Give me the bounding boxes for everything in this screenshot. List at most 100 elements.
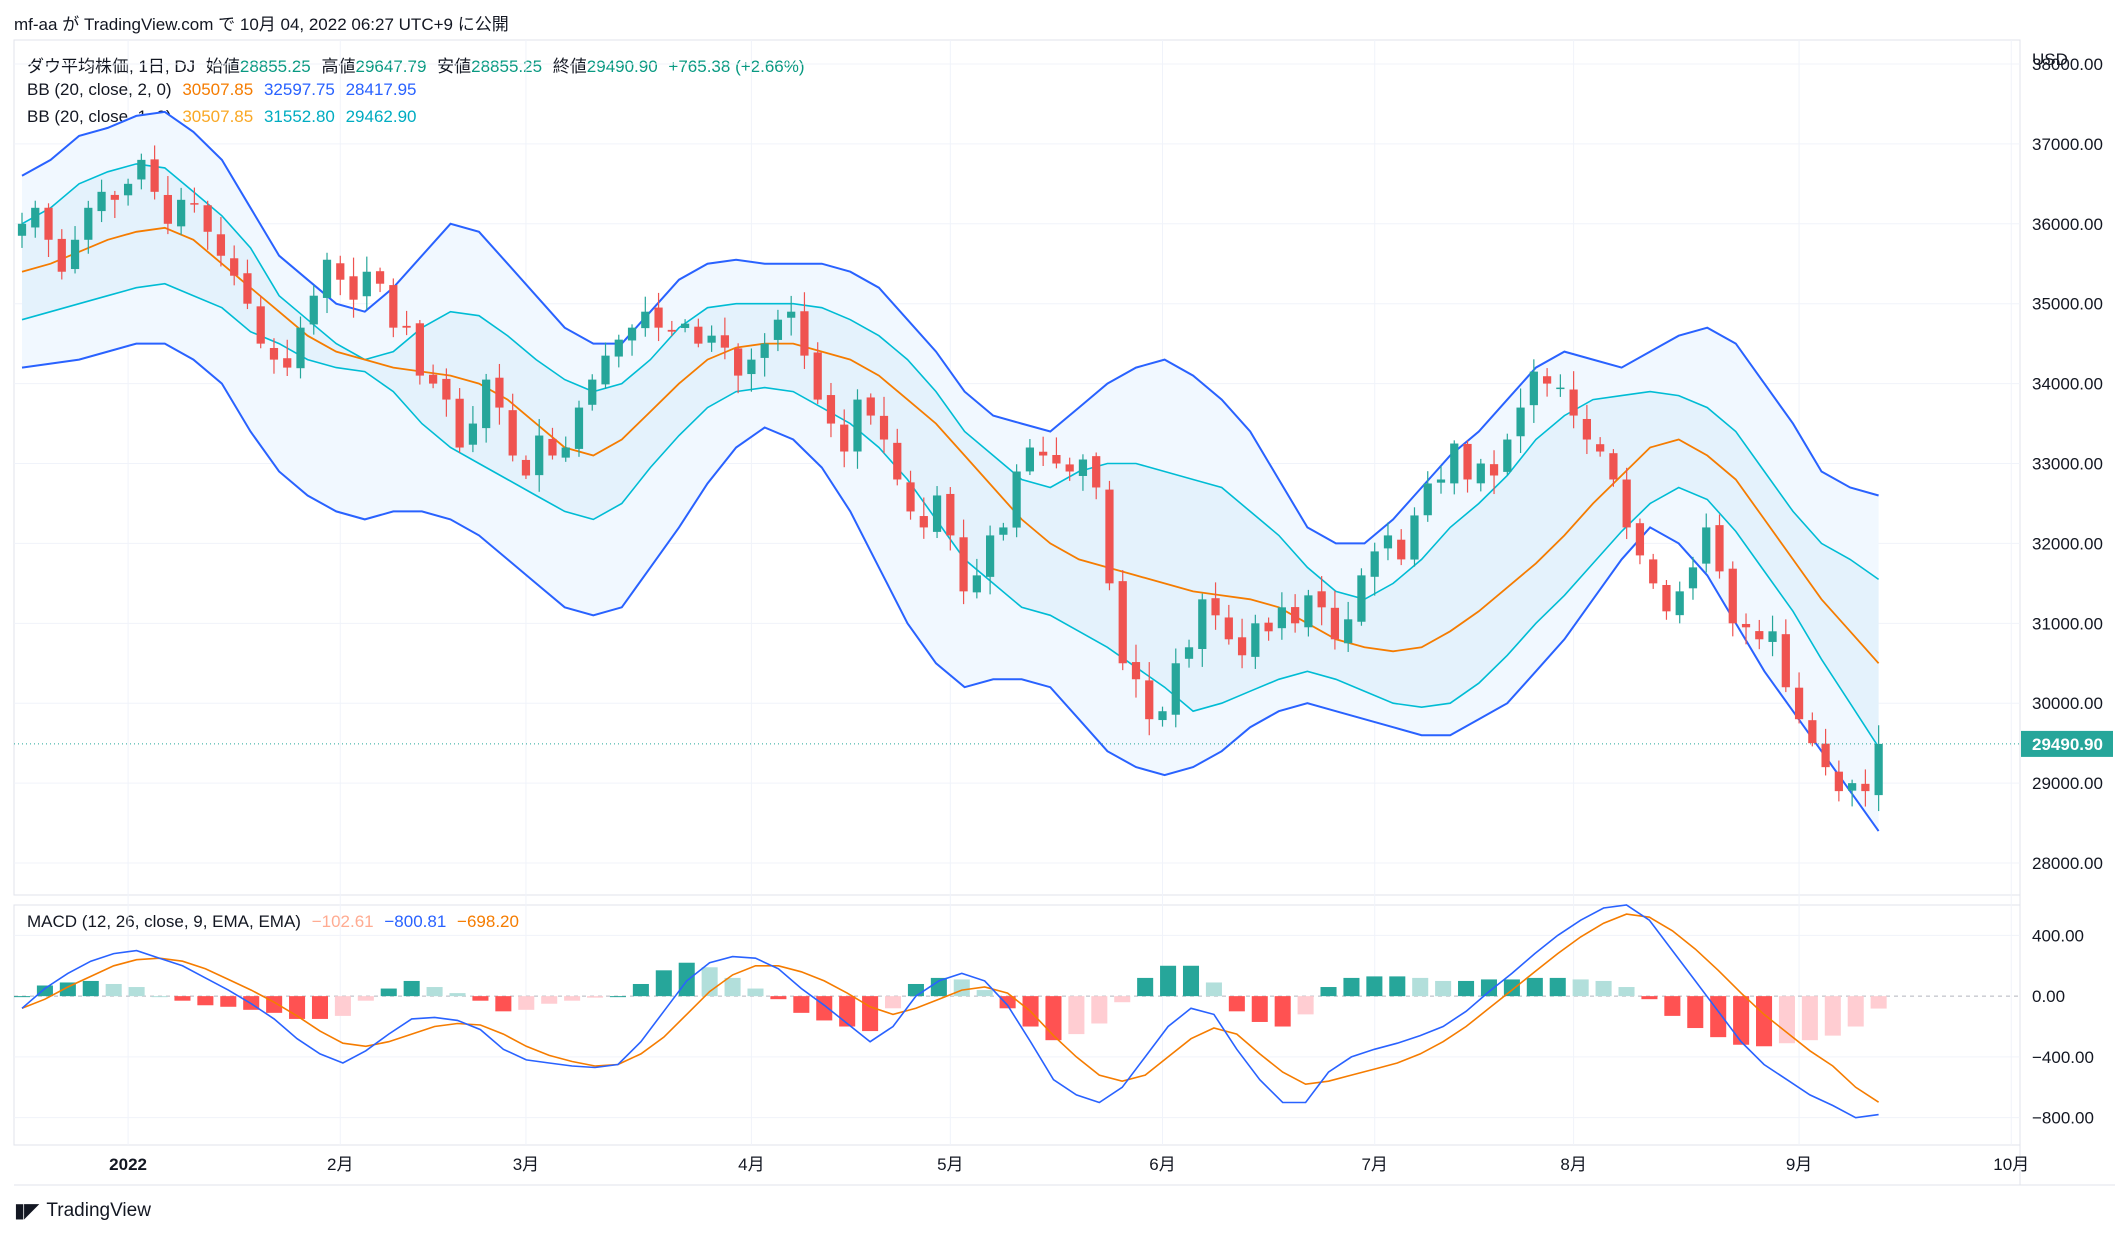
candle: [1596, 437, 1605, 457]
site-name[interactable]: TradingView.com: [83, 15, 214, 34]
candle-body: [893, 442, 902, 480]
candle: [813, 342, 822, 404]
bb1-lower: 29462.90: [345, 107, 417, 126]
candle: [482, 373, 491, 443]
candle-body: [1834, 771, 1843, 792]
candle: [1702, 513, 1711, 573]
candle-body: [641, 311, 650, 329]
bb-outer-upper-line: [21, 110, 1879, 545]
candle-body: [720, 335, 729, 348]
candle-body: [163, 194, 172, 224]
macd-histogram-bar: [1228, 996, 1245, 1012]
bb2-legend[interactable]: BB (20, close, 2, 0) 30507.85 32597.75 2…: [27, 80, 423, 100]
macd-histogram-bar: [1572, 979, 1589, 997]
footer-brand[interactable]: ▮◤ TradingView: [14, 1198, 151, 1223]
symbol-title[interactable]: ダウ平均株価, 1日, DJ: [27, 57, 196, 76]
candle: [336, 255, 345, 296]
macd-signal-value: −698.20: [457, 912, 519, 931]
macd-histogram-bar: [816, 996, 833, 1021]
candle: [150, 145, 159, 200]
macd-histogram-bar: [1847, 996, 1864, 1027]
candle-body: [256, 306, 265, 344]
candle-body: [123, 183, 133, 196]
macd-histogram-bar: [1137, 977, 1154, 997]
candle-body: [1675, 591, 1684, 616]
candle-body: [17, 223, 27, 236]
macd-histogram-bar: [884, 996, 902, 1009]
candle-body: [999, 527, 1008, 535]
high-value: 29647.79: [355, 57, 427, 76]
macd-histogram-bar: [128, 987, 145, 997]
candle-body: [1622, 479, 1631, 528]
candle-body: [97, 191, 106, 212]
macd-histogram-bar: [930, 977, 947, 997]
publish-datetime: 10月 04, 2022 06:27 UTC+9: [239, 15, 453, 34]
candle-body: [1065, 464, 1074, 472]
macd-histogram-bar: [1710, 996, 1727, 1038]
candle: [840, 409, 849, 468]
macd-histogram-bar: [976, 990, 993, 997]
macd-tick-label: −400.00: [2032, 1048, 2094, 1067]
time-tick-label: 10月: [1993, 1155, 2029, 1174]
candle-body: [230, 258, 239, 276]
time-tick-label: 9月: [1786, 1155, 1812, 1174]
candle: [468, 406, 478, 453]
candle: [1861, 769, 1870, 807]
macd-histogram-bar: [1366, 976, 1383, 997]
macd-legend[interactable]: MACD (12, 26, close, 9, EMA, EMA) −102.6…: [27, 912, 525, 932]
candle: [70, 226, 80, 274]
candle-body: [1848, 783, 1857, 791]
macd-tick-label: 0.00: [2032, 987, 2065, 1006]
macd-histogram-bar: [1824, 996, 1841, 1036]
bb-inner-upper-line: [21, 163, 1880, 601]
time-tick-label: 2022: [109, 1155, 147, 1174]
bb-inner-fill: [22, 163, 1879, 748]
macd-histogram-bar: [1091, 996, 1108, 1024]
candle: [190, 187, 199, 213]
candle: [1039, 436, 1048, 467]
candle: [1834, 760, 1843, 802]
candle: [1224, 604, 1233, 645]
macd-signal-line: [21, 913, 1880, 1103]
price-tick-label: 28000.00: [2032, 854, 2103, 873]
candle: [1622, 467, 1631, 540]
candle-body: [402, 325, 411, 328]
candle: [243, 259, 252, 310]
candle-body: [1569, 389, 1578, 416]
candle-body: [1171, 663, 1180, 715]
candle-body: [1808, 720, 1817, 744]
candle-body: [680, 323, 690, 329]
macd-histogram-bar: [1389, 976, 1406, 997]
macd-histogram-bar: [174, 996, 191, 1001]
candle: [1078, 454, 1088, 491]
author-name[interactable]: mf-aa: [14, 15, 58, 34]
candle: [535, 419, 544, 492]
candle: [230, 245, 239, 286]
candle: [680, 319, 690, 333]
candle-body: [1861, 783, 1870, 792]
candle: [561, 436, 570, 462]
candle: [203, 200, 212, 250]
candle: [694, 318, 703, 348]
macd-histogram-bar: [472, 996, 489, 1001]
candle-body: [203, 205, 212, 232]
candle-body: [694, 326, 703, 344]
macd-histogram-bar: [655, 970, 672, 997]
candle: [31, 200, 40, 238]
candle: [1264, 617, 1273, 641]
candle: [216, 216, 226, 267]
candle-body: [1158, 711, 1167, 721]
macd-histogram-bar: [609, 996, 626, 998]
macd-histogram-bar: [1297, 996, 1314, 1015]
candle: [362, 256, 371, 310]
candle: [1052, 437, 1061, 469]
candle-body: [1224, 617, 1233, 640]
candle: [97, 179, 106, 223]
candle-body: [429, 374, 438, 384]
candle-body: [1344, 619, 1353, 644]
candle: [495, 363, 504, 425]
candle: [1542, 368, 1552, 397]
macd-histogram-bar: [907, 983, 924, 997]
candle: [707, 325, 716, 352]
